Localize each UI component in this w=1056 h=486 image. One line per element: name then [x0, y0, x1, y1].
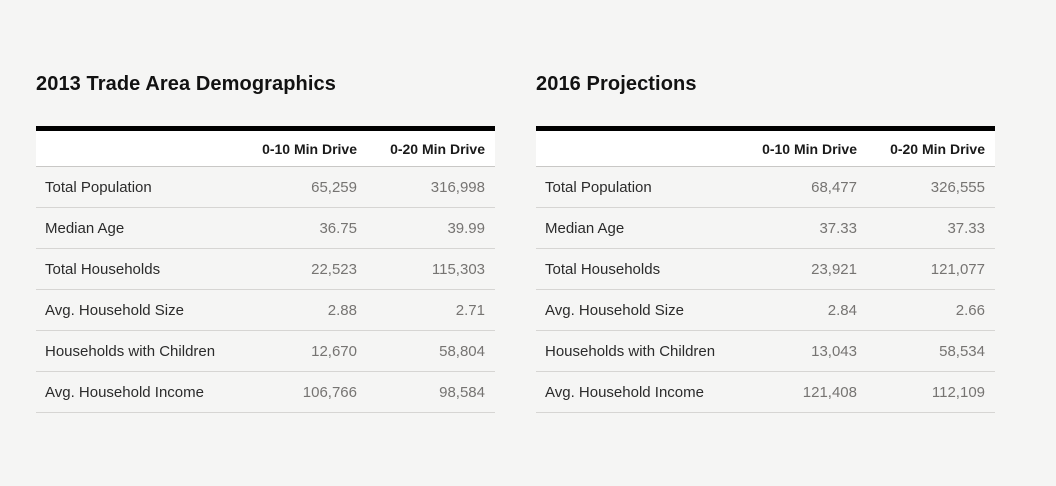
table-header-row: 0-10 Min Drive 0-20 Min Drive	[36, 128, 495, 167]
cell-value: 316,998	[367, 166, 495, 208]
row-label: Avg. Household Income	[36, 371, 239, 413]
cell-value: 37.33	[867, 207, 995, 249]
row-label: Total Households	[36, 248, 239, 290]
panel-2016-projections: 2016 Projections 0-10 Min Drive 0-20 Min…	[536, 72, 995, 413]
cell-value: 2.71	[367, 289, 495, 331]
cell-value: 36.75	[239, 207, 367, 249]
column-header-0-20-min-drive: 0-20 Min Drive	[867, 128, 995, 167]
table-row: Median Age 36.75 39.99	[36, 207, 495, 249]
cell-value: 22,523	[239, 248, 367, 290]
cell-value: 23,921	[739, 248, 867, 290]
table-row: Avg. Household Income 121,408 112,109	[536, 371, 995, 413]
row-label: Median Age	[536, 207, 739, 249]
table-header-row: 0-10 Min Drive 0-20 Min Drive	[536, 128, 995, 167]
table-row: Avg. Household Size 2.88 2.71	[36, 289, 495, 331]
column-header-0-10-min-drive: 0-10 Min Drive	[739, 128, 867, 167]
cell-value: 58,534	[867, 330, 995, 372]
table-row: Total Population 65,259 316,998	[36, 166, 495, 208]
table-2013-demographics: 0-10 Min Drive 0-20 Min Drive Total Popu…	[36, 126, 495, 413]
cell-value: 2.88	[239, 289, 367, 331]
panel-title-2016: 2016 Projections	[536, 73, 697, 95]
cell-value: 65,259	[239, 166, 367, 208]
row-label: Total Population	[36, 166, 239, 208]
table-row: Avg. Household Size 2.84 2.66	[536, 289, 995, 331]
row-label: Avg. Household Size	[36, 289, 239, 331]
row-label: Households with Children	[36, 330, 239, 372]
cell-value: 2.66	[867, 289, 995, 331]
table-row: Households with Children 12,670 58,804	[36, 330, 495, 372]
table-2016-projections: 0-10 Min Drive 0-20 Min Drive Total Popu…	[536, 126, 995, 413]
table-row: Households with Children 13,043 58,534	[536, 330, 995, 372]
cell-value: 58,804	[367, 330, 495, 372]
demographics-section: 2013 Trade Area Demographics 0-10 Min Dr…	[36, 72, 995, 413]
row-label: Total Households	[536, 248, 739, 290]
panel-title-2013: 2013 Trade Area Demographics	[36, 73, 336, 95]
column-header-0-20-min-drive: 0-20 Min Drive	[367, 128, 495, 167]
row-label: Avg. Household Income	[536, 371, 739, 413]
panel-2013-demographics: 2013 Trade Area Demographics 0-10 Min Dr…	[36, 72, 495, 413]
column-header-metric	[536, 128, 739, 167]
table-row: Median Age 37.33 37.33	[536, 207, 995, 249]
cell-value: 37.33	[739, 207, 867, 249]
cell-value: 112,109	[867, 371, 995, 413]
column-header-0-10-min-drive: 0-10 Min Drive	[239, 128, 367, 167]
cell-value: 115,303	[367, 248, 495, 290]
cell-value: 326,555	[867, 166, 995, 208]
row-label: Median Age	[36, 207, 239, 249]
row-label: Avg. Household Size	[536, 289, 739, 331]
cell-value: 106,766	[239, 371, 367, 413]
cell-value: 68,477	[739, 166, 867, 208]
table-row: Total Households 23,921 121,077	[536, 248, 995, 290]
row-label: Households with Children	[536, 330, 739, 372]
row-label: Total Population	[536, 166, 739, 208]
cell-value: 39.99	[367, 207, 495, 249]
cell-value: 121,077	[867, 248, 995, 290]
column-header-metric	[36, 128, 239, 167]
table-row: Total Population 68,477 326,555	[536, 166, 995, 208]
cell-value: 98,584	[367, 371, 495, 413]
cell-value: 12,670	[239, 330, 367, 372]
cell-value: 2.84	[739, 289, 867, 331]
cell-value: 121,408	[739, 371, 867, 413]
table-row: Avg. Household Income 106,766 98,584	[36, 371, 495, 413]
table-row: Total Households 22,523 115,303	[36, 248, 495, 290]
cell-value: 13,043	[739, 330, 867, 372]
